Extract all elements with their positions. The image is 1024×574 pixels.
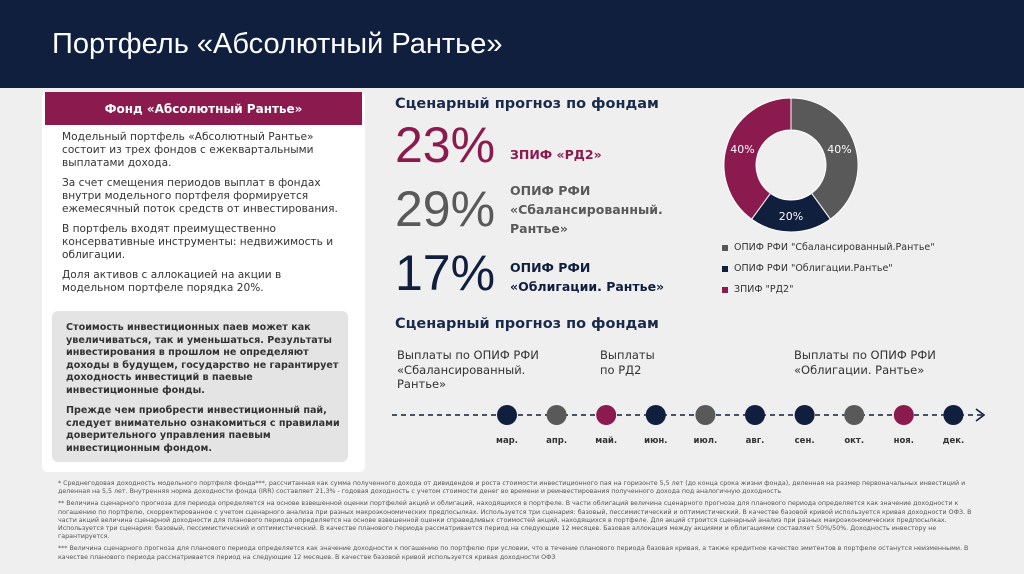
legend-label: ОПИФ РФИ "Облигации.Рантье" [734,263,893,274]
month-dot [794,405,815,425]
segment-label: 20% [779,210,803,223]
callout-line: «Сбалансированный. [397,362,526,377]
segment-label: 40% [827,143,851,156]
month-label: окт. [844,436,864,446]
paragraph: Модельный портфель «Абсолютный Рантье» с… [62,131,314,169]
callout-line: Выплаты [600,348,655,362]
footnote: * Среднегодовая доходность модельного по… [58,480,966,496]
legend-label: ОПИФ РФИ "Сбалансированный.Рантье" [734,242,935,253]
warning: Стоимость инвестиционных паев может как … [66,322,339,396]
legend-swatch [722,265,728,272]
timeline-arrow [975,408,986,422]
legend-swatch [722,286,728,293]
legend-label: ЗПИФ "РД2" [734,284,794,295]
month-label: авг. [746,436,765,446]
month-dot [844,405,865,425]
legend-swatch [722,244,728,251]
panel-title: Фонд «Абсолютный Рантье» [45,92,362,125]
forecast-value: 23% [395,117,496,173]
callout: Выплаты по РД2 [600,348,655,377]
month-dot [943,405,964,425]
label-line: «Облигации. Рантье» [510,279,665,294]
callout-line: по РД2 [600,362,642,377]
section-title: Сценарный прогноз по фондам [395,316,659,332]
month-dot [645,405,666,425]
callout-line: «Облигации. Рантье» [794,362,925,377]
forecast-label: ЗПИФ «РД2» [510,145,602,164]
label-line: Рантье» [510,221,568,236]
label-line: ОПИФ РФИ [510,260,591,275]
month-label: апр. [546,436,567,446]
label-line: «Сбалансированный. [510,202,663,217]
donut-segment [723,97,792,220]
month-dot [745,405,765,425]
month-dot [546,405,567,425]
section-title: Сценарный прогноз по фондам [395,96,659,112]
label-line: ЗПИФ «РД2» [510,147,602,162]
header-bar [0,0,1024,88]
forecast-value: 17% [395,245,496,301]
month-label: июн. [644,436,667,446]
month-label: июл. [694,436,718,446]
callout: Выплаты по ОПИФ РФИ «Сбалансированный. Р… [397,348,539,392]
paragraph: Доля активов с аллокацией на акции в мод… [62,269,282,294]
month-label: май. [595,436,617,446]
callout-line: Выплаты по ОПИФ РФИ [794,348,936,362]
paragraph: За счет смещения периодов выплат в фонда… [62,177,338,215]
callout-line: Рантье» [397,377,447,391]
segment-label: 40% [730,143,754,156]
legend-entry: ЗПИФ "РД2" [722,284,793,295]
forecast-value: 29% [395,181,496,237]
warning-box [52,311,348,462]
legend-entry: ОПИФ РФИ "Облигации.Рантье" [722,263,893,274]
month-dot [596,405,617,425]
donut-segment [790,97,859,220]
paragraph: В портфель входят преимущественно консер… [62,223,334,261]
footnote: *** Величина сценарного прогноза для пла… [58,545,969,561]
warning: Прежде чем приобрести инвестиционный пай… [66,405,340,454]
month-dot [497,405,517,425]
label-line: ОПИФ РФИ [510,183,591,198]
month-label: мар. [496,436,518,446]
month-dot [695,405,716,425]
footnote: ** Величина сценарного прогноза для пери… [58,500,972,541]
month-dot [893,405,914,425]
panel-text: Модельный портфель «Абсолютный Рантье» с… [62,131,347,302]
callout: Выплаты по ОПИФ РФИ «Облигации. Рантье» [794,348,936,377]
slide-title: Портфель «Абсолютный Рантье» [52,28,503,60]
month-label: дек. [943,436,965,446]
forecast-label: ОПИФ РФИ «Сбалансированный. Рантье» [510,181,663,238]
footnotes: * Среднегодовая доходность модельного по… [58,480,988,566]
forecast-label: ОПИФ РФИ «Облигации. Рантье» [510,258,664,296]
callout-line: Выплаты по ОПИФ РФИ [397,348,539,362]
month-label: ноя. [894,436,914,446]
month-label: сен. [795,436,815,446]
warning-text: Стоимость инвестиционных паев может как … [66,322,341,463]
legend-entry: ОПИФ РФИ "Сбалансированный.Рантье" [722,242,935,253]
